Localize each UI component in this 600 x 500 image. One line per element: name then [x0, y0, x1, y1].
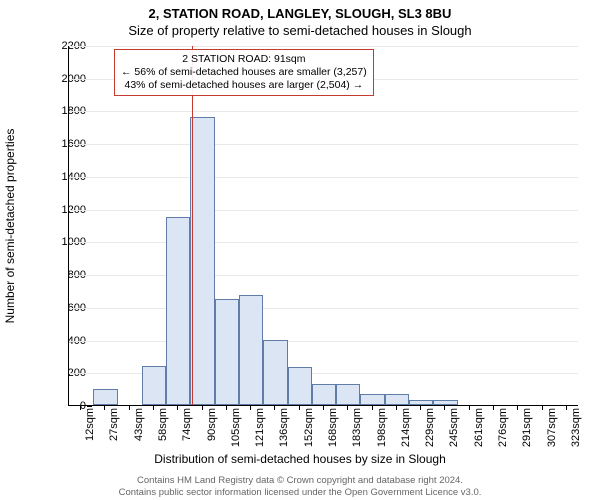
histogram-bar [142, 366, 166, 405]
histogram-bar [166, 217, 190, 405]
x-tick: 276sqm [497, 408, 509, 447]
histogram-bar [190, 117, 214, 405]
x-tick: 183sqm [351, 408, 363, 447]
x-tick: 43sqm [133, 408, 145, 441]
histogram-bar [312, 384, 336, 405]
footer-line-2: Contains public sector information licen… [0, 487, 600, 498]
histogram-bar [215, 299, 239, 405]
histogram-bar [263, 340, 287, 405]
histogram-bar [360, 394, 384, 405]
footer-attribution: Contains HM Land Registry data © Crown c… [0, 475, 600, 498]
x-tick: 105sqm [230, 408, 242, 447]
histogram-bar [239, 295, 263, 405]
annotation-box: 2 STATION ROAD: 91sqm ← 56% of semi-deta… [114, 49, 374, 96]
y-axis-label: Number of semi-detached properties [3, 129, 17, 324]
x-tick: 261sqm [473, 408, 485, 447]
footer-line-1: Contains HM Land Registry data © Crown c… [0, 475, 600, 486]
plot-area: 2 STATION ROAD: 91sqm ← 56% of semi-deta… [68, 46, 578, 406]
histogram-bar [433, 400, 457, 405]
x-tick: 12sqm [84, 408, 96, 441]
x-tick: 229sqm [424, 408, 436, 447]
x-tick: 136sqm [278, 408, 290, 447]
histogram-bar [93, 389, 117, 405]
histogram-bar [336, 384, 360, 405]
x-tick: 74sqm [181, 408, 193, 441]
x-tick: 152sqm [303, 408, 315, 447]
histogram-bar [385, 394, 409, 405]
annotation-line-3: 43% of semi-detached houses are larger (… [121, 79, 367, 92]
x-tick: 121sqm [254, 408, 266, 447]
title-subtitle: Size of property relative to semi-detach… [0, 21, 600, 38]
x-tick: 323sqm [570, 408, 582, 447]
x-tick: 58sqm [157, 408, 169, 441]
histogram-bar [409, 400, 433, 405]
x-axis-label: Distribution of semi-detached houses by … [0, 452, 600, 466]
x-tick: 307sqm [546, 408, 558, 447]
x-tick: 90sqm [206, 408, 218, 441]
reference-line [192, 46, 193, 405]
chart-container: 2, STATION ROAD, LANGLEY, SLOUGH, SL3 8B… [0, 0, 600, 500]
annotation-line-2: ← 56% of semi-detached houses are smalle… [121, 66, 367, 79]
x-tick: 245sqm [448, 408, 460, 447]
x-tick: 214sqm [400, 408, 412, 447]
title-address: 2, STATION ROAD, LANGLEY, SLOUGH, SL3 8B… [0, 0, 600, 21]
annotation-line-1: 2 STATION ROAD: 91sqm [121, 53, 367, 66]
x-tick: 291sqm [521, 408, 533, 447]
x-tick: 168sqm [327, 408, 339, 447]
x-tick: 198sqm [376, 408, 388, 447]
x-tick: 27sqm [108, 408, 120, 441]
histogram-bar [288, 367, 312, 405]
